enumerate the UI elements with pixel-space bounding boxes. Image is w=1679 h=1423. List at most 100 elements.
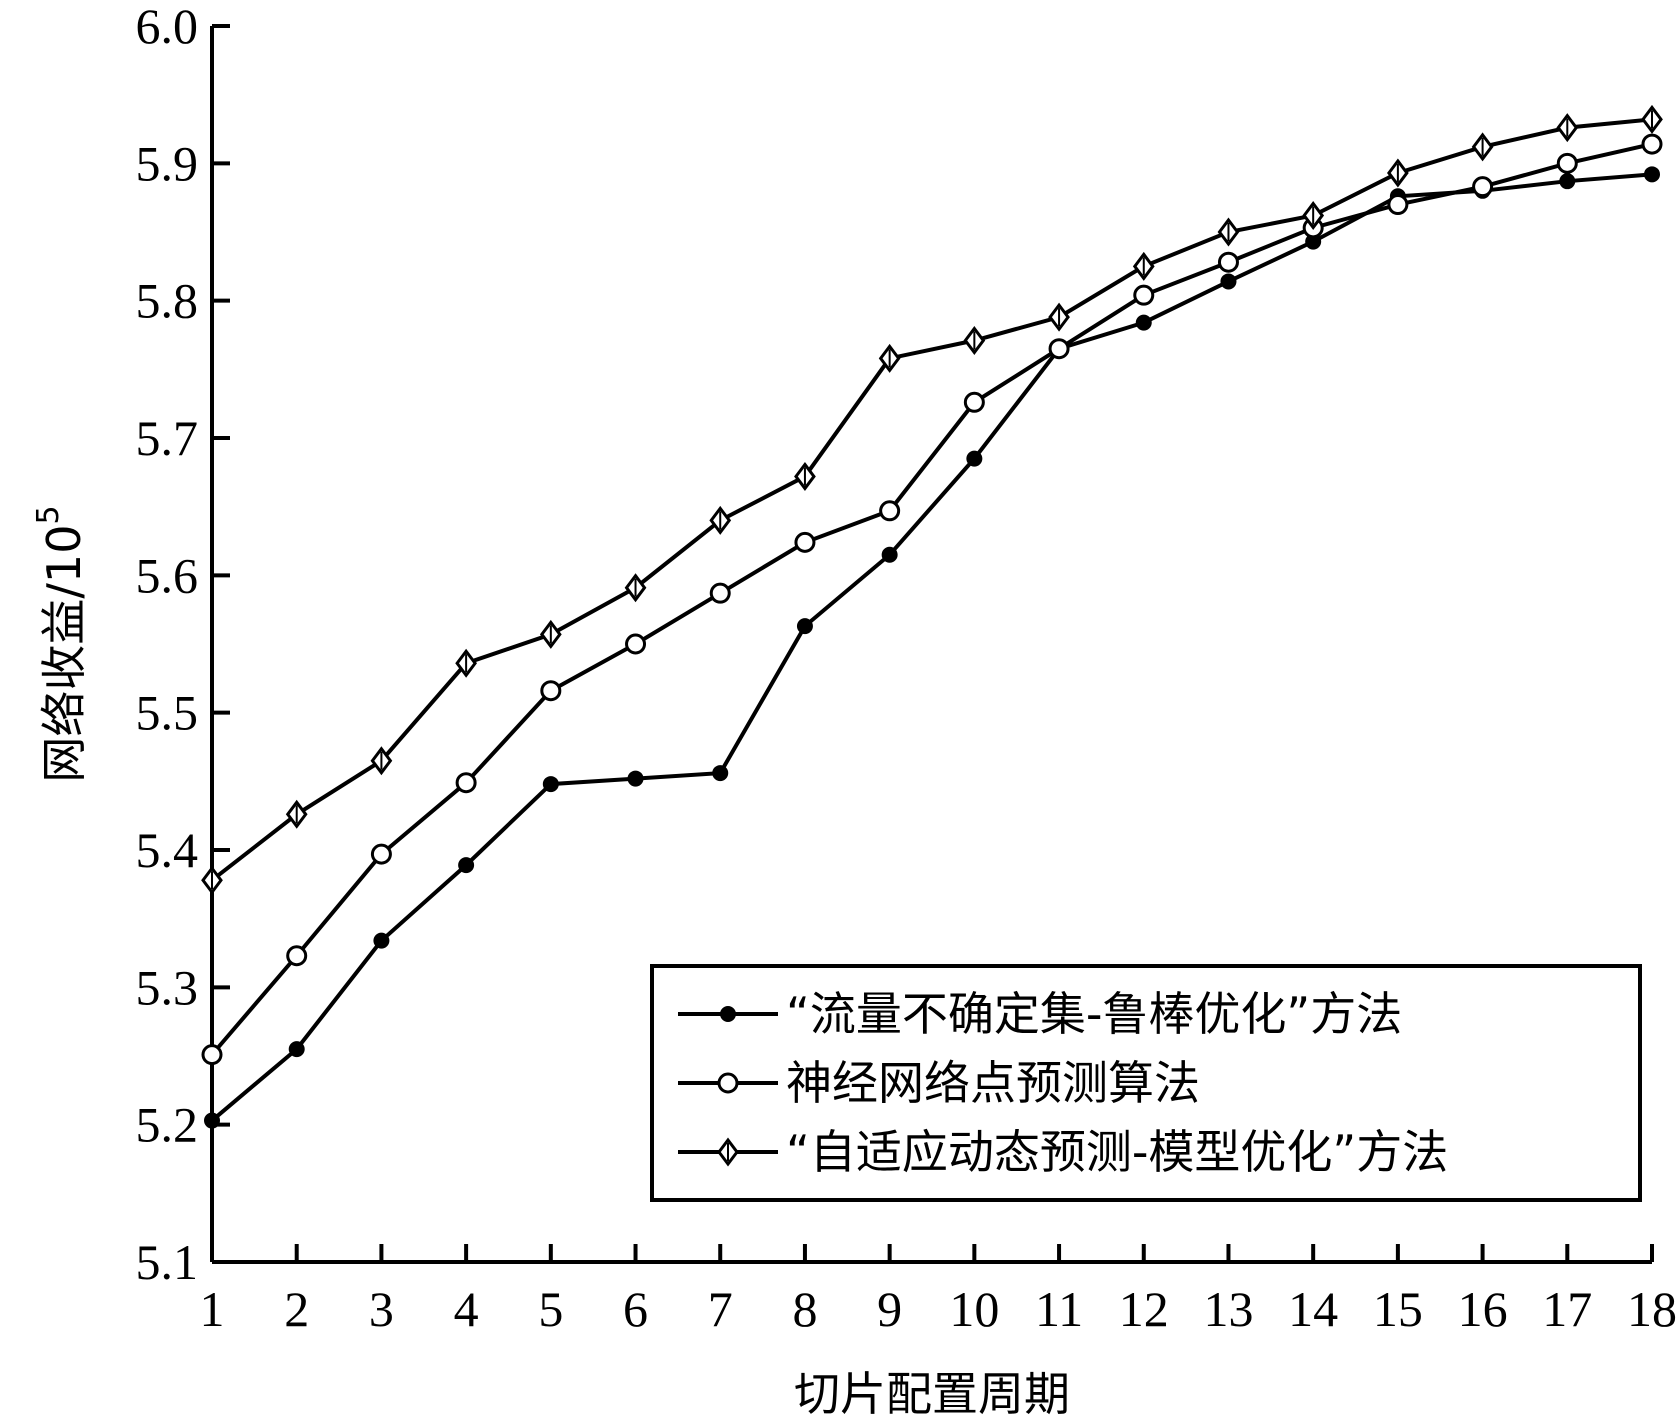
- legend-label: 神经网络点预测算法: [786, 1056, 1200, 1110]
- x-tick-label: 11: [1035, 1281, 1083, 1337]
- y-tick-label: 6.0: [136, 0, 199, 54]
- series-line: [210, 172, 1653, 1123]
- data-point-diamond: [1048, 302, 1070, 332]
- data-point-dot: [288, 1041, 305, 1058]
- x-tick-label: 6: [623, 1281, 648, 1337]
- data-point-dot: [966, 450, 983, 467]
- data-point-circle: [201, 1044, 223, 1066]
- data-point-diamond: [963, 325, 986, 355]
- y-axis-title-exponent: 5: [31, 505, 66, 524]
- data-point-dot: [204, 1112, 220, 1129]
- x-axis-title: 切片配置周期: [794, 1367, 1070, 1421]
- x-tick-label: 13: [1203, 1281, 1253, 1337]
- data-point-dot: [1644, 166, 1660, 183]
- x-tick-label: 9: [877, 1281, 902, 1337]
- data-point-circle: [370, 843, 392, 865]
- data-point-circle: [1556, 152, 1578, 174]
- data-point-diamond: [1132, 251, 1155, 281]
- x-tick-label: 14: [1288, 1281, 1338, 1337]
- data-point-circle: [794, 531, 816, 553]
- series-3: [201, 104, 1663, 895]
- legend-entry-3: “自适应动态预测-模型优化”方法: [678, 1125, 1448, 1179]
- y-tick-label: 5.8: [136, 273, 199, 329]
- y-tick-label: 5.2: [136, 1097, 199, 1153]
- y-tick-label: 5.1: [136, 1234, 199, 1290]
- x-tick-label: 18: [1627, 1281, 1677, 1337]
- data-point-diamond: [539, 619, 562, 649]
- data-point-dot: [1220, 273, 1237, 290]
- data-point-diamond: [285, 799, 308, 829]
- legend-entry-2: 神经网络点预测算法: [678, 1056, 1200, 1110]
- data-point-dot: [627, 770, 644, 787]
- x-tick-label: 12: [1119, 1281, 1169, 1337]
- data-point-dot: [881, 546, 898, 563]
- data-point-dot: [712, 765, 729, 782]
- series-line: [210, 142, 1653, 1056]
- data-point-dot: [373, 932, 390, 949]
- x-tick-label: 5: [538, 1281, 563, 1337]
- x-tick-label: 8: [792, 1281, 817, 1337]
- data-point-circle: [963, 391, 985, 413]
- data-point-dot: [458, 857, 475, 874]
- data-point-diamond: [1471, 132, 1494, 162]
- y-tick-label: 5.4: [136, 822, 199, 878]
- x-tick-label: 3: [369, 1281, 394, 1337]
- y-ticks: 5.1 5.2 5.3 5.4 5.5 5.6 5.7 5.8 5.9 6.0: [136, 0, 230, 1290]
- x-tick-label: 2: [284, 1281, 309, 1337]
- data-point-diamond: [1387, 158, 1409, 188]
- data-point-circle: [1217, 251, 1239, 273]
- data-point-circle: [286, 945, 308, 967]
- y-tick-label: 5.6: [136, 547, 199, 603]
- y-axis-title-group: 网络收益/105: [31, 505, 91, 782]
- series-layer: [201, 104, 1663, 1129]
- data-point-diamond: [1302, 201, 1325, 231]
- x-tick-label: 17: [1542, 1281, 1592, 1337]
- y-tick-label: 5.9: [136, 135, 199, 191]
- data-point-diamond: [1556, 113, 1579, 143]
- data-point-diamond: [370, 746, 393, 776]
- series-2: [201, 133, 1663, 1066]
- data-point-dot: [1135, 314, 1152, 331]
- y-axis-title: 网络收益/105: [31, 505, 91, 782]
- data-point-circle: [455, 772, 477, 794]
- data-point-diamond: [455, 648, 477, 678]
- x-tick-label: 15: [1373, 1281, 1423, 1337]
- data-point-circle: [625, 633, 647, 655]
- data-point-diamond: [717, 1137, 739, 1167]
- data-point-diamond: [794, 461, 816, 491]
- legend-label: “自适应动态预测-模型优化”方法: [786, 1125, 1448, 1179]
- series-line: [210, 117, 1653, 882]
- data-point-circle: [1641, 133, 1663, 155]
- x-tick-label: 1: [200, 1281, 225, 1337]
- data-point-circle: [1387, 194, 1409, 216]
- legend-entry-1: “流量不确定集-鲁棒优化”方法: [678, 987, 1402, 1041]
- x-tick-label: 16: [1458, 1281, 1508, 1337]
- data-point-dot: [542, 776, 559, 793]
- y-axis-title-main: 网络收益/10: [37, 525, 91, 783]
- data-point-diamond: [624, 573, 647, 603]
- data-point-circle: [1472, 176, 1494, 198]
- y-tick-label: 5.3: [136, 959, 199, 1015]
- data-point-circle: [1133, 284, 1155, 306]
- data-point-diamond: [1641, 104, 1663, 134]
- data-point-circle: [879, 500, 901, 522]
- x-tick-label: 7: [708, 1281, 733, 1337]
- data-point-diamond: [709, 505, 732, 535]
- x-tick-label: 4: [454, 1281, 479, 1337]
- data-point-dot: [796, 618, 813, 635]
- legend-label: “流量不确定集-鲁棒优化”方法: [786, 987, 1402, 1041]
- data-point-circle: [540, 680, 562, 702]
- data-point-diamond: [1217, 217, 1240, 247]
- data-point-circle: [717, 1072, 739, 1094]
- x-ticks: 1 2 3 4 5 6 7 8 9 10 11 12 13 14 15 16 17 18: [200, 1244, 1677, 1337]
- y-tick-label: 5.7: [136, 410, 199, 466]
- legend-box: [650, 964, 1642, 1202]
- data-point-circle: [709, 582, 731, 604]
- x-tick-label: 10: [949, 1281, 999, 1337]
- data-point-diamond: [878, 343, 901, 373]
- data-point-diamond: [201, 865, 223, 895]
- data-point-dot: [1559, 173, 1576, 190]
- data-point-dot: [720, 1006, 736, 1022]
